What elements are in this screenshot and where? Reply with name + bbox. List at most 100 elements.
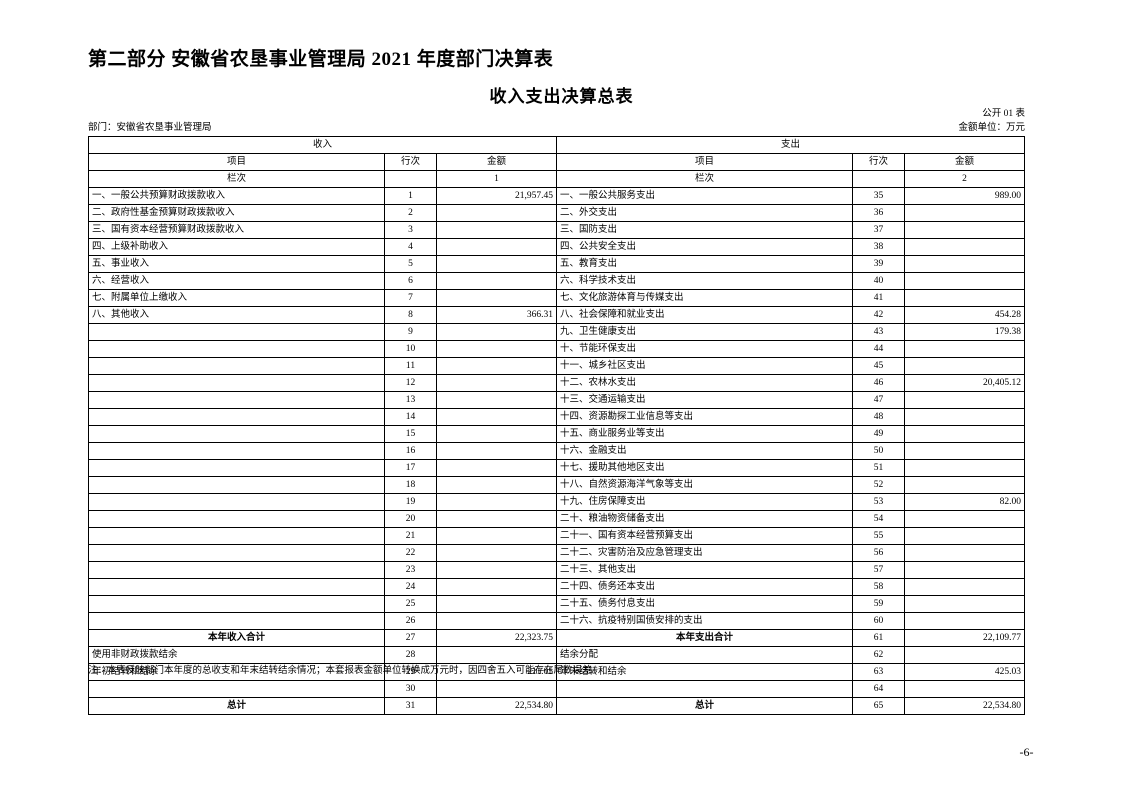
expenditure-line-cell: 51 bbox=[852, 459, 905, 477]
group-header-income: 收入 bbox=[88, 136, 557, 154]
income-line-cell: 16 bbox=[384, 442, 437, 460]
expenditure-item-cell: 二十五、债务付息支出 bbox=[556, 595, 853, 613]
table-row: 22 二十二、灾害防治及应急管理支出 56 bbox=[88, 544, 1025, 562]
table-column-header-row: 项目 行次 金额 项目 行次 金额 bbox=[88, 153, 1025, 171]
income-line-cell: 10 bbox=[384, 340, 437, 358]
income-item-cell bbox=[88, 340, 385, 358]
expenditure-item-cell: 一、一般公共服务支出 bbox=[556, 187, 853, 205]
expenditure-amount-cell bbox=[904, 425, 1025, 443]
expenditure-item-cell: 十九、住房保障支出 bbox=[556, 493, 853, 511]
income-amount-cell: 22,534.80 bbox=[436, 697, 557, 715]
expenditure-line-cell: 48 bbox=[852, 408, 905, 426]
table-row: 20 二十、粮油物资储备支出 54 bbox=[88, 510, 1025, 528]
income-item-cell bbox=[88, 357, 385, 375]
income-amount-cell bbox=[436, 459, 557, 477]
expenditure-line-cell: 53 bbox=[852, 493, 905, 511]
income-amount-cell bbox=[436, 391, 557, 409]
expenditure-item-cell: 二十二、灾害防治及应急管理支出 bbox=[556, 544, 853, 562]
income-item-cell bbox=[88, 374, 385, 392]
income-amount-cell bbox=[436, 340, 557, 358]
income-line-cell: 4 bbox=[384, 238, 437, 256]
amount-unit-label: 金额单位：万元 bbox=[958, 123, 1025, 133]
income-amount-cell bbox=[436, 357, 557, 375]
lane-label-income: 栏次 bbox=[88, 170, 385, 188]
expenditure-amount-cell bbox=[904, 340, 1025, 358]
income-item-cell bbox=[88, 680, 385, 698]
expenditure-amount-cell bbox=[904, 510, 1025, 528]
income-item-cell bbox=[88, 527, 385, 545]
income-item-cell bbox=[88, 459, 385, 477]
income-line-cell: 27 bbox=[384, 629, 437, 647]
income-line-cell: 12 bbox=[384, 374, 437, 392]
table-row: 16 十六、金融支出 50 bbox=[88, 442, 1025, 460]
expenditure-amount-cell: 22,534.80 bbox=[904, 697, 1025, 715]
income-item-cell: 一、一般公共预算财政拨款收入 bbox=[88, 187, 385, 205]
expenditure-amount-cell: 22,109.77 bbox=[904, 629, 1025, 647]
lane-label-expenditure: 栏次 bbox=[556, 170, 853, 188]
income-amount-cell bbox=[436, 238, 557, 256]
column-header-expenditure-amount: 金额 bbox=[904, 153, 1025, 171]
table-row: 使用非财政拨款结余 28 结余分配 62 bbox=[88, 646, 1025, 664]
expenditure-line-cell: 39 bbox=[852, 255, 905, 273]
expenditure-item-cell: 五、教育支出 bbox=[556, 255, 853, 273]
income-item-cell bbox=[88, 493, 385, 511]
column-header-expenditure-line: 行次 bbox=[852, 153, 905, 171]
expenditure-line-cell: 54 bbox=[852, 510, 905, 528]
table-row: 八、其他收入 8 366.31 八、社会保障和就业支出 42 454.28 bbox=[88, 306, 1025, 324]
expenditure-amount-cell bbox=[904, 204, 1025, 222]
income-item-cell bbox=[88, 612, 385, 630]
income-line-cell: 9 bbox=[384, 323, 437, 341]
income-item-cell: 八、其他收入 bbox=[88, 306, 385, 324]
expenditure-amount-cell bbox=[904, 561, 1025, 579]
income-line-cell: 24 bbox=[384, 578, 437, 596]
income-amount-cell bbox=[436, 510, 557, 528]
page-title: 第二部分 安徽省农垦事业管理局 2021 年度部门决算表 bbox=[88, 49, 554, 70]
table-row: 七、附属单位上缴收入 7 七、文化旅游体育与传媒支出 41 bbox=[88, 289, 1025, 307]
income-amount-cell bbox=[436, 561, 557, 579]
expenditure-line-cell: 58 bbox=[852, 578, 905, 596]
column-header-income-line: 行次 bbox=[384, 153, 437, 171]
income-line-cell: 6 bbox=[384, 272, 437, 290]
table-row: 23 二十三、其他支出 57 bbox=[88, 561, 1025, 579]
expenditure-line-cell: 40 bbox=[852, 272, 905, 290]
income-amount-cell bbox=[436, 595, 557, 613]
expenditure-amount-cell bbox=[904, 442, 1025, 460]
table-row: 17 十七、援助其他地区支出 51 bbox=[88, 459, 1025, 477]
table-row: 30 64 bbox=[88, 680, 1025, 698]
expenditure-item-cell: 九、卫生健康支出 bbox=[556, 323, 853, 341]
expenditure-line-cell: 42 bbox=[852, 306, 905, 324]
expenditure-line-cell: 60 bbox=[852, 612, 905, 630]
income-item-cell bbox=[88, 323, 385, 341]
income-line-cell: 1 bbox=[384, 187, 437, 205]
income-amount-cell bbox=[436, 374, 557, 392]
expenditure-amount-cell bbox=[904, 408, 1025, 426]
expenditure-item-cell: 十八、自然资源海洋气象等支出 bbox=[556, 476, 853, 494]
expenditure-amount-cell: 989.00 bbox=[904, 187, 1025, 205]
income-line-cell: 17 bbox=[384, 459, 437, 477]
expenditure-item-cell: 十四、资源勘探工业信息等支出 bbox=[556, 408, 853, 426]
income-amount-cell bbox=[436, 272, 557, 290]
expenditure-amount-cell: 20,405.12 bbox=[904, 374, 1025, 392]
table-row: 21 二十一、国有资本经营预算支出 55 bbox=[88, 527, 1025, 545]
income-item-cell bbox=[88, 510, 385, 528]
table-data-rows: 一、一般公共预算财政拨款收入 1 21,957.45 一、一般公共服务支出 35 989.… bbox=[88, 187, 1025, 715]
table-row: 9 九、卫生健康支出 43 179.38 bbox=[88, 323, 1025, 341]
income-expenditure-table: 收入 支出 项目 行次 金额 项目 行次 金额 栏次 1 栏次 bbox=[88, 136, 1025, 715]
expenditure-item-cell: 二十、粮油物资储备支出 bbox=[556, 510, 853, 528]
income-item-cell: 六、经营收入 bbox=[88, 272, 385, 290]
expenditure-amount-cell bbox=[904, 544, 1025, 562]
table-row: 一、一般公共预算财政拨款收入 1 21,957.45 一、一般公共服务支出 35 989.… bbox=[88, 187, 1025, 205]
table-group-header-row: 收入 支出 bbox=[88, 136, 1025, 154]
income-amount-cell bbox=[436, 680, 557, 698]
income-amount-cell bbox=[436, 646, 557, 664]
income-item-cell bbox=[88, 595, 385, 613]
income-amount-cell bbox=[436, 544, 557, 562]
income-line-cell: 25 bbox=[384, 595, 437, 613]
table-row: 10 十、节能环保支出 44 bbox=[88, 340, 1025, 358]
expenditure-line-cell: 62 bbox=[852, 646, 905, 664]
expenditure-item-cell: 结余分配 bbox=[556, 646, 853, 664]
income-line-cell: 31 bbox=[384, 697, 437, 715]
expenditure-amount-cell bbox=[904, 612, 1025, 630]
income-line-cell: 26 bbox=[384, 612, 437, 630]
